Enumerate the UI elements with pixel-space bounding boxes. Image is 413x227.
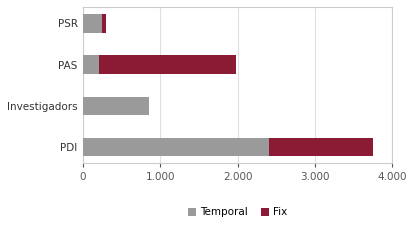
Bar [83, 96, 148, 115]
Bar [83, 138, 268, 156]
Legend: Temporal, Fix: Temporal, Fix [183, 203, 291, 221]
Bar [102, 14, 106, 33]
Bar [98, 55, 235, 74]
Bar [83, 14, 102, 33]
Bar [268, 138, 372, 156]
Bar [83, 55, 98, 74]
